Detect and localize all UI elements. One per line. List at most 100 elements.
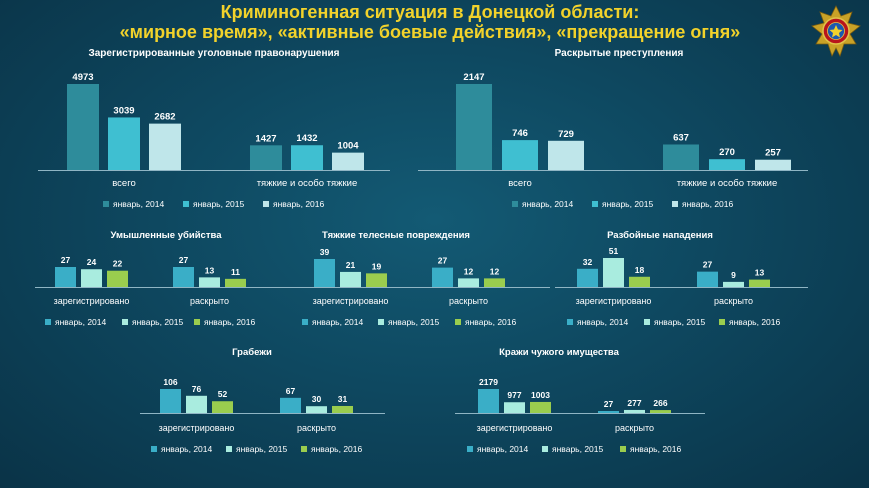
data-label: 67: [286, 386, 296, 396]
legend-swatch: [183, 201, 189, 207]
bar: [629, 276, 650, 287]
legend-entry: январь, 2016: [311, 444, 363, 454]
data-label: 19: [372, 261, 382, 271]
chart-title: Грабежи: [232, 347, 272, 358]
legend-entry: январь, 2015: [602, 199, 654, 209]
data-label: 1004: [337, 141, 359, 152]
data-label: 729: [558, 129, 574, 140]
data-label: 39: [320, 247, 330, 257]
legend-swatch: [151, 446, 157, 452]
category-label: зарегистрировано: [477, 423, 553, 433]
bar: [306, 406, 327, 413]
legend-entry: январь, 2016: [465, 317, 517, 327]
legend-swatch: [592, 201, 598, 207]
legend-swatch: [301, 446, 307, 452]
data-label: 12: [464, 266, 474, 276]
legend-swatch: [302, 319, 308, 325]
chart-grievous-injuries: Тяжкие телесные повреждения 39 21 19 зарегис…: [290, 230, 550, 327]
chart-thefts-property: Кражи чужого имущества 2179 977 1003 зарегис…: [455, 347, 705, 454]
data-label: 257: [765, 148, 781, 159]
category-label: раскрыто: [615, 423, 654, 433]
data-label: 13: [755, 268, 765, 278]
legend-swatch: [644, 319, 650, 325]
data-label: 27: [604, 399, 614, 409]
data-label: 27: [438, 256, 448, 266]
legend-entry: январь, 2015: [236, 444, 288, 454]
legend-swatch: [226, 446, 232, 452]
chart-murders: Умышленные убийства 27 24 22 зарегистрирован…: [35, 230, 292, 327]
chart-solved-crimes: Раскрытые преступления 2147 746 729 всего 637…: [418, 48, 808, 209]
data-label: 27: [61, 255, 71, 265]
category-label: раскрыто: [449, 296, 488, 306]
legend-entry: январь, 2016: [273, 199, 325, 209]
data-label: 11: [231, 267, 240, 277]
bar: [723, 281, 744, 287]
category-label: зарегистрировано: [576, 296, 652, 306]
page-title-line-2: «мирное время», «активные боевые действи…: [119, 22, 741, 42]
category-label: тяжкие и особо тяжкие: [257, 178, 358, 189]
data-label: 2179: [479, 377, 498, 387]
legend-swatch: [620, 446, 626, 452]
data-label: 2147: [463, 72, 484, 83]
legend-swatch: [467, 446, 473, 452]
bar: [55, 267, 76, 287]
bar: [280, 397, 301, 413]
bar: [314, 259, 335, 287]
bar: [432, 267, 453, 287]
legend-entry: январь, 2015: [552, 444, 604, 454]
data-label: 21: [346, 260, 356, 270]
legend-entry: январь, 2014: [522, 199, 574, 209]
category-label: тяжкие и особо тяжкие: [677, 178, 778, 189]
page-title-line-1: Криминогенная ситуация в Донецкой област…: [220, 2, 640, 22]
chart-title: Зарегистрированные уголовные правонаруше…: [88, 48, 339, 59]
bar: [291, 145, 323, 170]
bar: [108, 117, 140, 170]
data-label: 13: [205, 265, 215, 275]
bar: [755, 159, 791, 170]
data-label: 18: [635, 265, 645, 275]
bar: [577, 268, 598, 287]
category-label: зарегистрировано: [313, 296, 389, 306]
category-label: раскрыто: [297, 423, 336, 433]
bar: [456, 84, 492, 170]
data-label: 31: [338, 394, 348, 404]
legend-entry: январь, 2016: [729, 317, 781, 327]
bar: [107, 270, 128, 287]
bar: [212, 401, 233, 413]
chart-robberies: Разбойные нападения 32 51 18 зарегистрирован…: [555, 230, 808, 327]
bar: [663, 144, 699, 170]
legend-entry: январь, 2014: [113, 199, 165, 209]
data-label: 12: [490, 266, 500, 276]
bar: [624, 409, 645, 413]
legend-entry: январь, 2015: [193, 199, 245, 209]
bar: [173, 267, 194, 287]
legend-entry: январь, 2014: [55, 317, 107, 327]
legend-swatch: [378, 319, 384, 325]
legend-swatch: [719, 319, 725, 325]
bar: [340, 271, 361, 287]
category-label: раскрыто: [714, 296, 753, 306]
bar: [186, 395, 207, 413]
data-label: 27: [703, 260, 713, 270]
chart-title: Раскрытые преступления: [555, 48, 684, 59]
bar: [598, 411, 619, 413]
police-emblem-icon: [811, 5, 861, 58]
chart-title: Разбойные нападения: [607, 230, 713, 241]
data-label: 746: [512, 128, 528, 139]
bar: [478, 389, 499, 413]
category-label: зарегистрировано: [54, 296, 130, 306]
data-label: 9: [731, 270, 736, 280]
data-label: 52: [218, 389, 228, 399]
bar: [504, 402, 525, 413]
bar: [81, 269, 102, 287]
legend-entry: январь, 2016: [630, 444, 682, 454]
bar: [749, 279, 770, 287]
data-label: 24: [87, 257, 97, 267]
data-label: 106: [163, 377, 177, 387]
chart-registered-crimes: Зарегистрированные уголовные правонаруше…: [38, 48, 390, 209]
legend-entry: январь, 2014: [577, 317, 629, 327]
data-label: 2682: [154, 112, 175, 123]
data-label: 27: [179, 255, 189, 265]
category-label: зарегистрировано: [159, 423, 235, 433]
